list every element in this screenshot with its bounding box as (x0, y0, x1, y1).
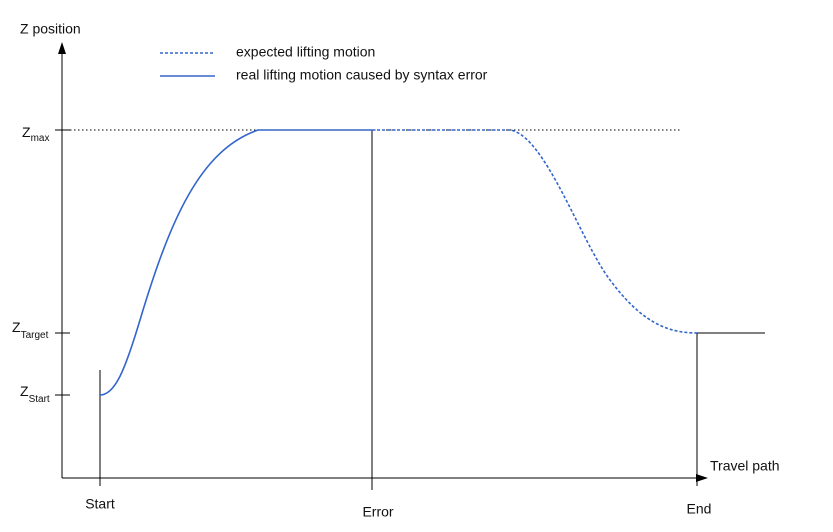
y-axis-arrow (58, 42, 66, 54)
level-main: Z (20, 383, 29, 399)
level-main: Z (12, 319, 21, 335)
y-axis-label: Z position (20, 21, 81, 37)
position-label: Start (85, 496, 115, 512)
level-label: ZStart (20, 383, 50, 405)
level-label: Zmax (22, 124, 49, 144)
legend-label: real lifting motion caused by syntax err… (236, 67, 488, 83)
x-axis-arrow (696, 474, 708, 482)
level-sub: Start (29, 394, 50, 405)
level-sub: max (31, 133, 50, 144)
level-main: Z (22, 124, 31, 140)
position-label: End (687, 501, 712, 517)
real-motion-curve (99, 129, 372, 396)
level-sub: Target (21, 330, 49, 341)
expected-motion-curve (372, 129, 698, 334)
position-label: Error (362, 504, 393, 520)
level-label: ZTarget (12, 319, 49, 341)
x-axis-label: Travel path (710, 458, 780, 474)
legend-label: expected lifting motion (236, 44, 375, 60)
